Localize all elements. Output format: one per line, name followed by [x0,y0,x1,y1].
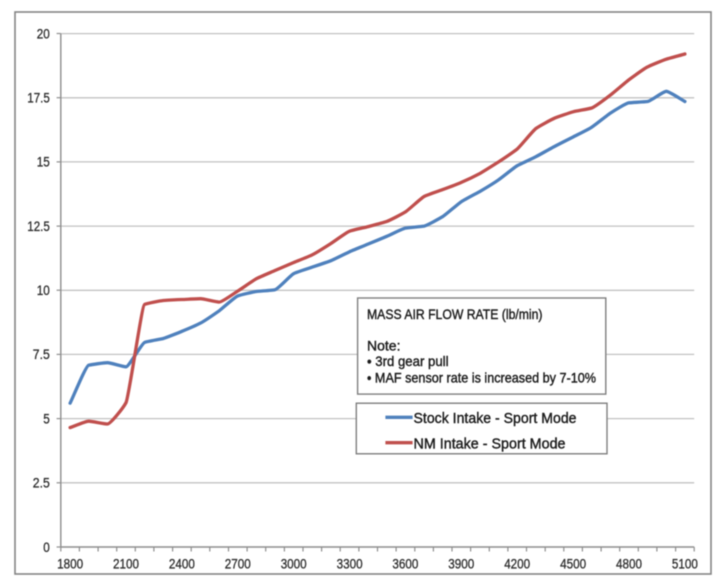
svg-text:3600: 3600 [392,557,418,572]
svg-text:5: 5 [43,411,50,426]
svg-text:2100: 2100 [113,557,139,572]
svg-text:Note:: Note: [367,337,400,353]
svg-text:3900: 3900 [448,557,474,572]
svg-text:2400: 2400 [169,557,195,572]
svg-text:4200: 4200 [504,557,530,572]
svg-text:2700: 2700 [225,557,251,572]
svg-text:• 3rd gear pull: • 3rd gear pull [367,353,449,369]
svg-text:• MAF sensor rate is increased: • MAF sensor rate is increased by 7-10% [367,370,596,386]
svg-text:17.5: 17.5 [27,91,50,106]
svg-text:3300: 3300 [337,557,363,572]
svg-text:MASS AIR FLOW RATE (lb/min): MASS AIR FLOW RATE (lb/min) [367,306,543,322]
svg-text:2.5: 2.5 [33,476,50,491]
svg-text:20: 20 [37,26,50,41]
svg-text:3000: 3000 [281,557,307,572]
svg-text:NM Intake - Sport Mode: NM Intake - Sport Mode [414,436,566,452]
svg-text:4800: 4800 [616,557,642,572]
svg-text:4500: 4500 [560,557,586,572]
svg-text:0: 0 [43,540,50,555]
svg-text:Stock Intake - Sport Mode: Stock Intake - Sport Mode [414,411,577,427]
svg-text:10: 10 [37,283,50,298]
svg-text:12.5: 12.5 [27,219,50,234]
svg-text:5100: 5100 [672,557,698,572]
svg-text:15: 15 [37,155,50,170]
svg-text:7.5: 7.5 [33,347,50,362]
svg-text:1800: 1800 [57,557,83,572]
